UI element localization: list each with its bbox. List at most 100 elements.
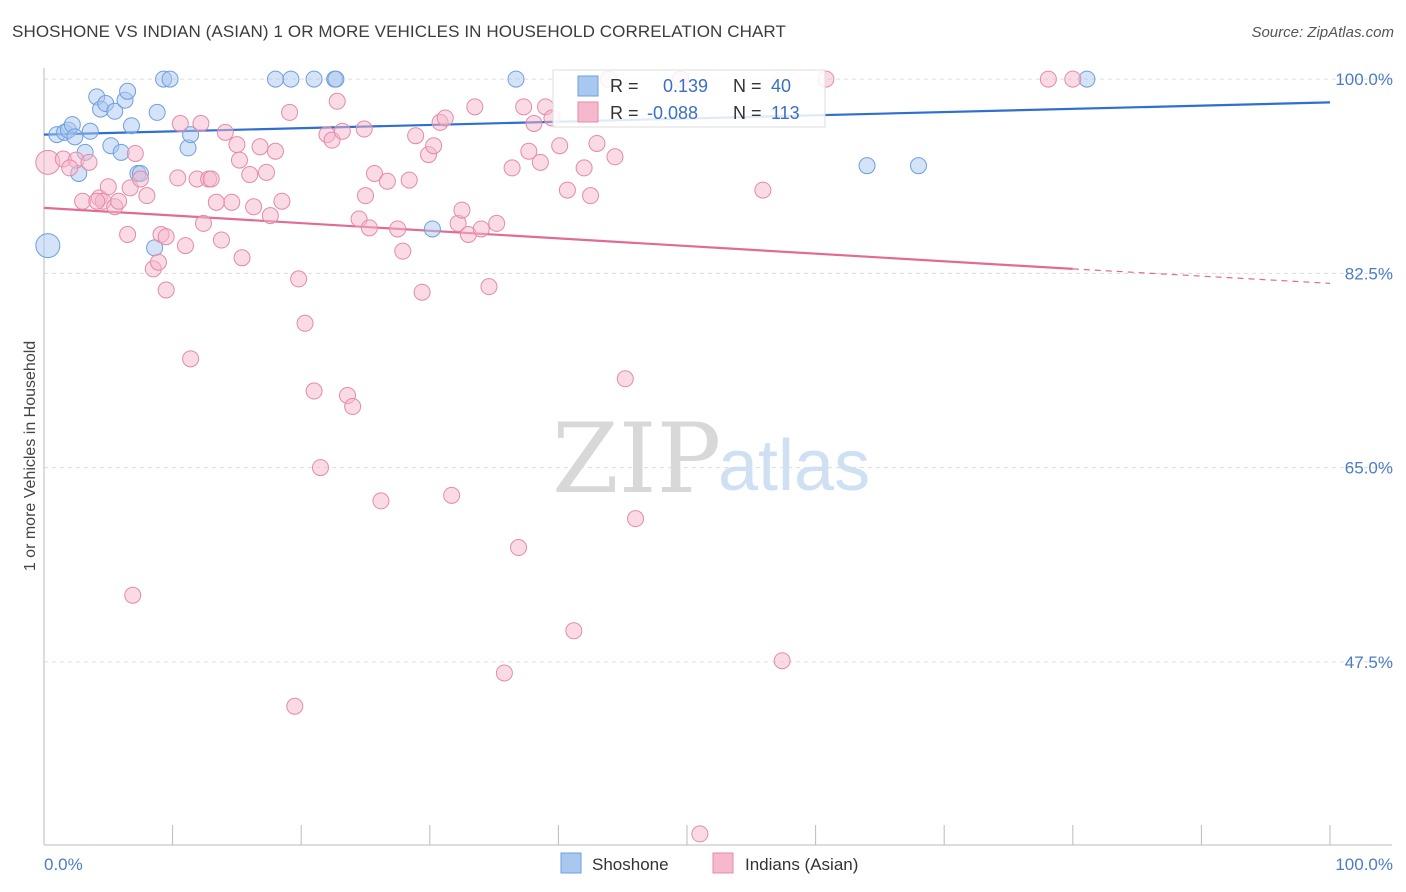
indians-point <box>192 115 210 132</box>
indians-point <box>124 586 142 604</box>
indians-point <box>616 370 634 388</box>
indians-point <box>344 398 362 416</box>
shoshone-point <box>106 102 124 120</box>
indians-point <box>207 193 225 211</box>
stats-swatch-shoshone <box>577 75 599 97</box>
indians-point <box>290 270 308 288</box>
indians-point <box>286 697 304 715</box>
stats-r-value: 0.139 <box>663 76 708 96</box>
legend-swatch-indians <box>712 852 734 874</box>
indians-point <box>80 153 98 171</box>
indians-point <box>230 151 248 169</box>
indians-point <box>413 283 431 301</box>
indians-point <box>126 144 144 162</box>
shoshone-point <box>423 220 441 238</box>
shoshone-point <box>507 70 525 88</box>
indians-point <box>372 492 390 510</box>
indians-point <box>443 486 461 504</box>
indians-point <box>182 350 200 368</box>
shoshone-point <box>35 233 61 259</box>
indians-point <box>582 187 600 205</box>
indians-point <box>588 134 606 152</box>
indians-point <box>531 153 549 171</box>
indians-point <box>627 510 645 528</box>
indians-point <box>360 219 378 237</box>
legend: Shoshone Indians (Asian) <box>560 852 858 874</box>
y-tick-label: 65.0% <box>1345 459 1393 478</box>
indians-point <box>520 142 538 160</box>
shoshone-point <box>282 70 300 88</box>
indians-point <box>261 207 279 225</box>
indians-point <box>495 664 513 682</box>
y-tick-labels: 100.0% 82.5% 65.0% 47.5% <box>1335 70 1393 672</box>
indians-point <box>311 459 329 477</box>
indians-point <box>606 148 624 166</box>
shoshone-point <box>266 70 284 88</box>
x-tick-label: 100.0% <box>1335 855 1393 874</box>
indians-point <box>176 237 194 255</box>
shoshone-point <box>112 143 130 161</box>
indians-point <box>366 164 384 182</box>
indians-point <box>575 159 593 177</box>
indians-point <box>212 231 230 249</box>
indians-trend-extension <box>1072 268 1331 284</box>
indians-point <box>171 115 189 132</box>
indians-point <box>754 181 772 199</box>
indians-point <box>119 226 137 243</box>
y-tick-label: 100.0% <box>1335 70 1393 89</box>
watermark-zip: ZIP <box>552 403 721 515</box>
indians-point <box>296 314 314 332</box>
source-credit: Source: ZipAtlas.com <box>1251 24 1394 41</box>
indians-point <box>245 198 263 216</box>
indians-point <box>472 220 490 238</box>
indians-point <box>216 123 234 141</box>
shoshone-point <box>909 157 927 175</box>
stats-r-label: R = <box>610 103 639 123</box>
indians-point <box>194 214 212 232</box>
indians-point <box>223 193 241 211</box>
shoshone-point <box>148 103 166 121</box>
indians-point <box>131 170 149 188</box>
indians-point <box>691 825 709 843</box>
x-tick-labels: 0.0% 100.0% <box>44 855 1393 874</box>
y-tick-label: 82.5% <box>1345 264 1393 283</box>
indians-point <box>74 192 92 210</box>
shoshone-point <box>161 70 179 88</box>
indians-point <box>466 98 484 116</box>
shoshone-point <box>119 82 137 100</box>
shoshone-point <box>81 122 99 140</box>
stats-box: R = 0.139 N = 40 R = -0.088 N = 113 <box>552 69 826 128</box>
gridlines <box>44 78 1392 663</box>
indians-point <box>149 253 167 271</box>
indians-point <box>251 138 269 156</box>
indians-point <box>305 382 323 400</box>
indians-point <box>273 192 291 210</box>
indians-point <box>88 192 106 210</box>
indians-point <box>425 137 443 155</box>
indians-trend-line <box>43 206 1073 271</box>
x-tick-label: 0.0% <box>44 855 83 874</box>
indians-point <box>407 127 425 145</box>
indians-point <box>453 201 471 219</box>
axes <box>43 68 1392 846</box>
indians-point <box>510 539 528 557</box>
shoshone-point <box>858 157 876 175</box>
indians-point <box>565 622 583 640</box>
indians-point <box>1039 70 1057 88</box>
shoshone-point <box>182 126 200 144</box>
indians-point <box>110 192 128 210</box>
data-points <box>35 70 1096 843</box>
indians-point <box>328 92 346 110</box>
indians-point <box>233 249 251 267</box>
indians-point <box>1064 70 1082 88</box>
indians-point <box>241 166 259 184</box>
legend-label-shoshone: Shoshone <box>592 855 669 874</box>
indians-point <box>157 281 175 299</box>
indians-point <box>558 181 576 199</box>
indians-point <box>488 214 506 232</box>
stats-r-label: R = <box>610 76 639 96</box>
y-axis-label: 1 or more Vehicles in Household <box>22 341 39 571</box>
stats-n-label: N = <box>733 76 762 96</box>
indians-point <box>157 228 175 246</box>
